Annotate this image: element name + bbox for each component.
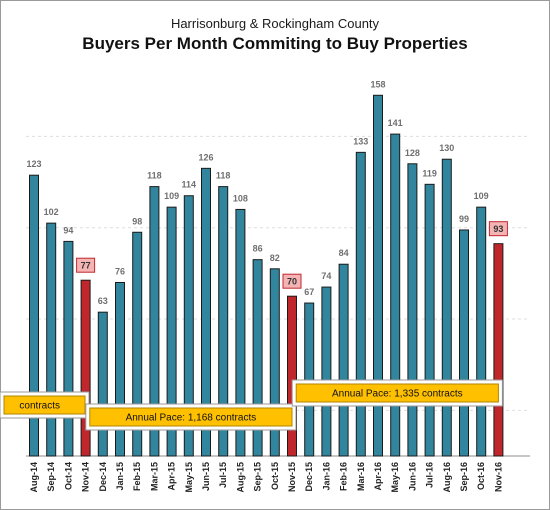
annual-pace-box xyxy=(295,383,499,403)
value-label-box xyxy=(282,273,302,289)
x-tick-label: May-16 xyxy=(390,462,400,493)
x-tick-label: Aug-14 xyxy=(29,462,39,493)
bar-jan-16 xyxy=(321,286,332,457)
bar-oct-15 xyxy=(269,268,280,457)
x-tick-label: Jun-15 xyxy=(201,462,211,491)
value-label: 114 xyxy=(182,180,197,190)
bar-oct-14 xyxy=(63,240,74,457)
bar-oct-16 xyxy=(476,206,487,457)
value-label: 74 xyxy=(321,271,331,281)
bar-aug-15 xyxy=(235,208,246,457)
bar-apr-16 xyxy=(373,94,383,457)
value-label: 109 xyxy=(474,191,489,201)
x-tick-label: Nov-16 xyxy=(493,462,503,492)
value-label: 77 xyxy=(81,261,91,271)
value-label: 108 xyxy=(233,193,248,203)
bar-jul-15 xyxy=(218,186,229,457)
chart-title: Buyers Per Month Commiting to Buy Proper… xyxy=(82,34,468,53)
x-tick-label: Sep-15 xyxy=(253,462,263,492)
x-tick-label: Aug-16 xyxy=(442,462,452,493)
value-label: 141 xyxy=(388,118,403,128)
value-label: 82 xyxy=(270,253,280,263)
x-tick-label: Aug-15 xyxy=(235,462,245,493)
value-label: 126 xyxy=(198,152,213,162)
x-tick-label: Feb-16 xyxy=(339,462,349,491)
x-tick-label: Jan-15 xyxy=(115,462,125,491)
x-tick-label: Sep-16 xyxy=(459,462,469,492)
bar-sep-16 xyxy=(459,229,469,457)
value-label-box xyxy=(488,221,508,237)
x-tick-label: Feb-15 xyxy=(132,462,142,491)
chart-subtitle: Harrisonburg & Rockingham County xyxy=(170,16,380,31)
value-label: 130 xyxy=(439,143,454,153)
x-tick-label: Jun-16 xyxy=(407,462,417,491)
x-tick-label: Sep-14 xyxy=(46,462,56,492)
bar-aug-16 xyxy=(441,158,452,457)
annual-pace-box xyxy=(89,407,293,427)
bar-may-16 xyxy=(390,133,401,457)
bar-sep-15 xyxy=(252,259,263,457)
value-label: 67 xyxy=(304,287,314,297)
x-tick-label: Nov-15 xyxy=(287,462,297,492)
x-tick-label: Apr-16 xyxy=(373,462,383,491)
value-label: 70 xyxy=(287,277,297,287)
value-label: 133 xyxy=(353,136,368,146)
x-tick-label: Mar-15 xyxy=(149,462,159,491)
bar-apr-15 xyxy=(166,206,177,457)
value-label: 86 xyxy=(253,244,263,254)
value-label: 84 xyxy=(339,248,349,258)
x-tick-label: Oct-16 xyxy=(476,462,486,490)
value-label: 118 xyxy=(147,171,162,181)
x-tick-label: Jan-16 xyxy=(321,462,331,491)
value-label: 123 xyxy=(26,159,41,169)
bar-aug-14 xyxy=(29,174,39,457)
bar-nov-15 xyxy=(287,295,297,457)
bar-may-15 xyxy=(183,195,194,457)
value-label: 158 xyxy=(370,79,385,89)
value-label: 93 xyxy=(493,224,503,234)
x-tick-label: May-15 xyxy=(184,462,194,493)
x-tick-label: Dec-15 xyxy=(304,462,314,492)
bar-jun-16 xyxy=(407,163,418,457)
x-tick-label: Jul-15 xyxy=(218,462,228,488)
bar-mar-16 xyxy=(355,151,366,457)
value-label: 98 xyxy=(132,216,142,226)
bar-nov-16 xyxy=(493,243,504,457)
bar-sep-14 xyxy=(46,222,57,457)
value-label: 76 xyxy=(115,266,125,276)
annual-pace-label: contracts xyxy=(19,401,60,412)
bar-jan-15 xyxy=(115,281,125,457)
x-tick-label: Oct-14 xyxy=(63,462,73,490)
x-tick-label: Oct-15 xyxy=(270,462,280,490)
value-label: 102 xyxy=(44,207,59,217)
annual-pace-box xyxy=(3,395,86,415)
value-label: 63 xyxy=(98,296,108,306)
x-tick-label: Dec-14 xyxy=(98,462,108,492)
bar-feb-16 xyxy=(338,263,349,457)
bar-dec-14 xyxy=(97,311,108,457)
value-label-box xyxy=(76,257,96,273)
annual-pace-label: Annual Pace: 1,335 contracts xyxy=(332,389,463,400)
value-label: 109 xyxy=(164,191,179,201)
value-label: 99 xyxy=(459,214,469,224)
x-tick-label: Apr-15 xyxy=(167,462,177,491)
bar-mar-15 xyxy=(149,186,160,457)
bar-jul-16 xyxy=(424,183,435,457)
bar-nov-14 xyxy=(80,279,91,457)
value-label: 94 xyxy=(63,225,73,235)
value-label: 128 xyxy=(405,148,420,158)
bar-jun-15 xyxy=(201,167,211,457)
annual-pace-label: Annual Pace: 1,168 contracts xyxy=(126,413,257,424)
value-label: 119 xyxy=(422,168,437,178)
x-tick-label: Mar-16 xyxy=(356,462,366,491)
bar-feb-15 xyxy=(132,231,143,457)
x-tick-label: Nov-14 xyxy=(81,462,91,492)
x-tick-label: Jul-16 xyxy=(425,462,435,488)
value-label: 118 xyxy=(216,171,231,181)
